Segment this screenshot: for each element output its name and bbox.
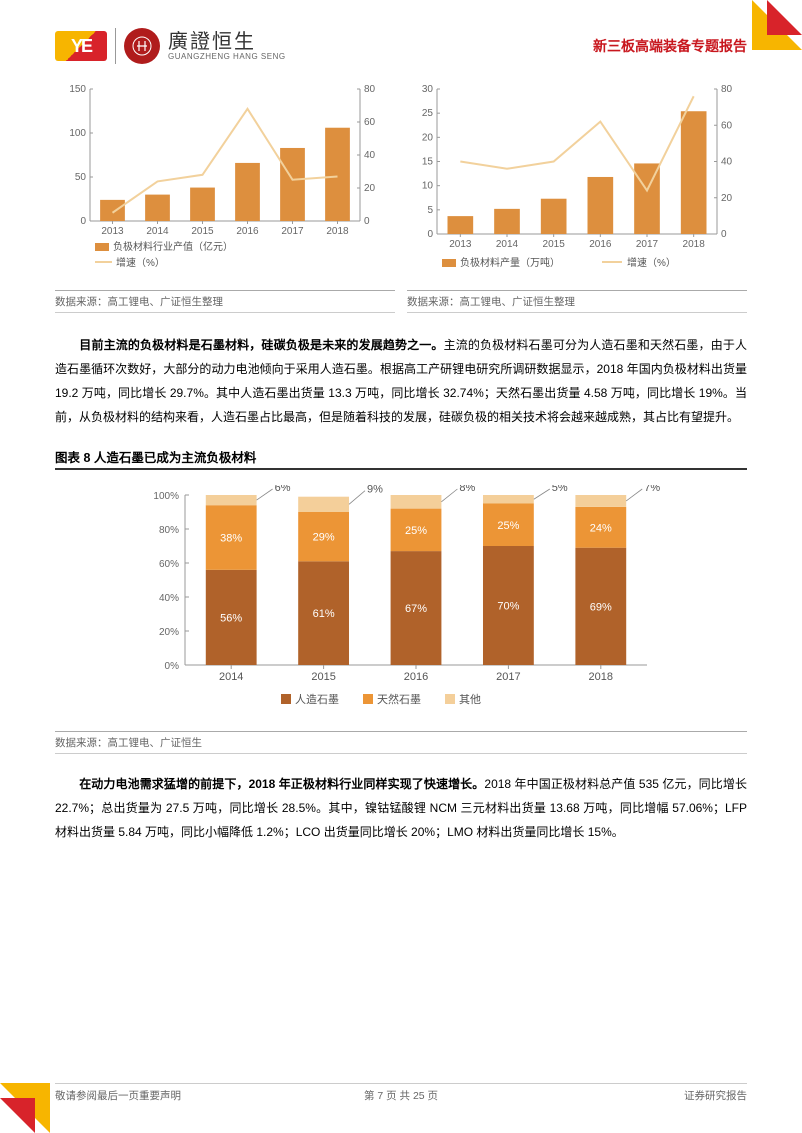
- chart-3: 0% 20% 40% 60% 80% 100% 56% 38% 6% 2014 61% 29% 9% 20…: [0, 470, 802, 725]
- svg-text:69%: 69%: [590, 601, 612, 613]
- svg-text:2016: 2016: [236, 226, 259, 237]
- svg-text:2018: 2018: [683, 239, 706, 250]
- svg-text:25%: 25%: [497, 520, 519, 532]
- svg-text:60%: 60%: [159, 559, 179, 570]
- brand-en: GUANGZHENG HANG SENG: [168, 52, 286, 61]
- svg-text:67%: 67%: [405, 603, 427, 615]
- chart2-svg: 0 5 10 15 20 25 30 0 20 40 60 80 2013 2014 2015 2016 201…: [407, 79, 747, 279]
- svg-text:增速（%）: 增速（%）: [627, 256, 676, 269]
- svg-text:40: 40: [721, 157, 733, 168]
- svg-text:100: 100: [69, 128, 86, 139]
- svg-text:61%: 61%: [313, 608, 335, 620]
- svg-text:2014: 2014: [219, 671, 243, 683]
- svg-text:9%: 9%: [367, 485, 383, 496]
- svg-text:50: 50: [75, 172, 87, 183]
- svg-text:2016: 2016: [404, 671, 428, 683]
- brand-text: 廣證恒生 GUANGZHENG HANG SENG: [168, 32, 286, 61]
- svg-text:40%: 40%: [159, 593, 179, 604]
- svg-text:2017: 2017: [281, 226, 304, 237]
- chart-sources-row: 数据来源：高工锂电、广证恒生整理 数据来源：高工锂电、广证恒生整理: [0, 284, 802, 315]
- svg-text:2017: 2017: [636, 239, 659, 250]
- svg-text:24%: 24%: [590, 522, 612, 534]
- svg-text:15: 15: [422, 157, 434, 168]
- svg-text:天然石墨: 天然石墨: [377, 692, 421, 706]
- chart2-source: 数据来源：高工锂电、广证恒生整理: [407, 290, 747, 313]
- svg-text:10: 10: [422, 181, 434, 192]
- svg-text:0%: 0%: [165, 661, 180, 672]
- para2-bold: 在动力电池需求猛增的前提下，2018 年正极材料行业同样实现了快速增长。: [79, 777, 484, 791]
- svg-text:7%: 7%: [644, 485, 660, 494]
- svg-text:20: 20: [721, 193, 733, 204]
- svg-text:2014: 2014: [496, 239, 519, 250]
- footer-left: 敬请参阅最后一页重要声明: [55, 1088, 181, 1103]
- svg-text:60: 60: [364, 117, 376, 128]
- chart-1: 0 50 100 150 0 20 40 60 80 2013 2014 2015 2016 2017 20…: [55, 79, 395, 284]
- logo-divider: [115, 28, 116, 64]
- svg-text:20: 20: [422, 132, 434, 143]
- svg-text:2017: 2017: [496, 671, 520, 683]
- corner-decor: [0, 1098, 35, 1133]
- chart3-svg: 0% 20% 40% 60% 80% 100% 56% 38% 6% 2014 61% 29% 9% 20…: [55, 485, 747, 715]
- svg-text:2014: 2014: [146, 226, 169, 237]
- svg-text:负极材料产量（万吨）: 负极材料产量（万吨）: [460, 256, 560, 269]
- svg-text:25: 25: [422, 108, 434, 119]
- svg-text:2018: 2018: [326, 226, 349, 237]
- svg-text:5%: 5%: [552, 485, 568, 494]
- report-title: 新三板高端装备专题报告: [593, 36, 747, 56]
- svg-text:增速（%）: 增速（%）: [116, 256, 165, 269]
- svg-text:6%: 6%: [275, 485, 291, 494]
- svg-text:其他: 其他: [459, 693, 481, 706]
- svg-text:25%: 25%: [405, 525, 427, 537]
- svg-text:38%: 38%: [220, 533, 242, 545]
- svg-text:80%: 80%: [159, 525, 179, 536]
- paragraph-2: 在动力电池需求猛增的前提下，2018 年正极材料行业同样实现了快速增长。2018…: [0, 754, 802, 844]
- svg-text:56%: 56%: [220, 612, 242, 624]
- svg-text:人造石墨: 人造石墨: [295, 692, 339, 706]
- svg-text:70%: 70%: [497, 601, 519, 613]
- logo-group: YE 廣證恒生 GUANGZHENG HANG SENG: [55, 28, 286, 64]
- footer-right: 证券研究报告: [684, 1088, 747, 1103]
- svg-text:2013: 2013: [101, 226, 124, 237]
- svg-text:20: 20: [364, 183, 376, 194]
- svg-text:80: 80: [721, 84, 733, 95]
- svg-text:30: 30: [422, 84, 434, 95]
- svg-text:60: 60: [721, 120, 733, 131]
- svg-text:8%: 8%: [459, 485, 475, 494]
- seal-icon: [124, 28, 160, 64]
- svg-text:150: 150: [69, 84, 86, 95]
- svg-text:2018: 2018: [589, 671, 613, 683]
- page-header: YE 廣證恒生 GUANGZHENG HANG SENG 新三板高端装备专题报告: [0, 0, 802, 74]
- svg-text:80: 80: [364, 84, 376, 95]
- svg-text:2015: 2015: [543, 239, 566, 250]
- para1-bold: 目前主流的负极材料是石墨材料，硅碳负极是未来的发展趋势之一。: [79, 338, 443, 352]
- chart3-title: 图表 8 人造石墨已成为主流负极材料: [55, 429, 747, 470]
- svg-text:2015: 2015: [191, 226, 214, 237]
- svg-text:40: 40: [364, 150, 376, 161]
- paragraph-1: 目前主流的负极材料是石墨材料，硅碳负极是未来的发展趋势之一。主流的负极材料石墨可…: [0, 315, 802, 429]
- svg-text:0: 0: [80, 216, 86, 227]
- chart-row-top: 0501001500204060802013201420152016201720…: [0, 79, 802, 284]
- page-footer: 敬请参阅最后一页重要声明 第 7 页 共 25 页 证券研究报告: [55, 1083, 747, 1103]
- svg-text:20%: 20%: [159, 627, 179, 638]
- ye-logo: YE: [55, 31, 107, 61]
- chart-2: 0 5 10 15 20 25 30 0 20 40 60 80 2013 2014 2015 2016 201…: [407, 79, 747, 284]
- svg-text:2016: 2016: [589, 239, 612, 250]
- footer-center: 第 7 页 共 25 页: [364, 1088, 438, 1103]
- svg-text:负极材料行业产值（亿元）: 负极材料行业产值（亿元）: [113, 240, 233, 253]
- brand-cn: 廣證恒生: [168, 32, 286, 52]
- svg-text:2015: 2015: [311, 671, 335, 683]
- chart1-source: 数据来源：高工锂电、广证恒生整理: [55, 290, 395, 313]
- svg-text:0: 0: [364, 216, 370, 227]
- svg-text:0: 0: [721, 229, 727, 240]
- svg-text:2013: 2013: [449, 239, 472, 250]
- chart1-svg: 0 50 100 150 0 20 40 60 80 2013 2014 2015 2016 2017 20…: [55, 79, 395, 279]
- svg-text:5: 5: [427, 205, 433, 216]
- chart3-source: 数据来源：高工锂电、广证恒生: [55, 731, 747, 754]
- svg-text:29%: 29%: [313, 532, 335, 544]
- svg-text:0: 0: [427, 229, 433, 240]
- svg-text:100%: 100%: [153, 491, 179, 502]
